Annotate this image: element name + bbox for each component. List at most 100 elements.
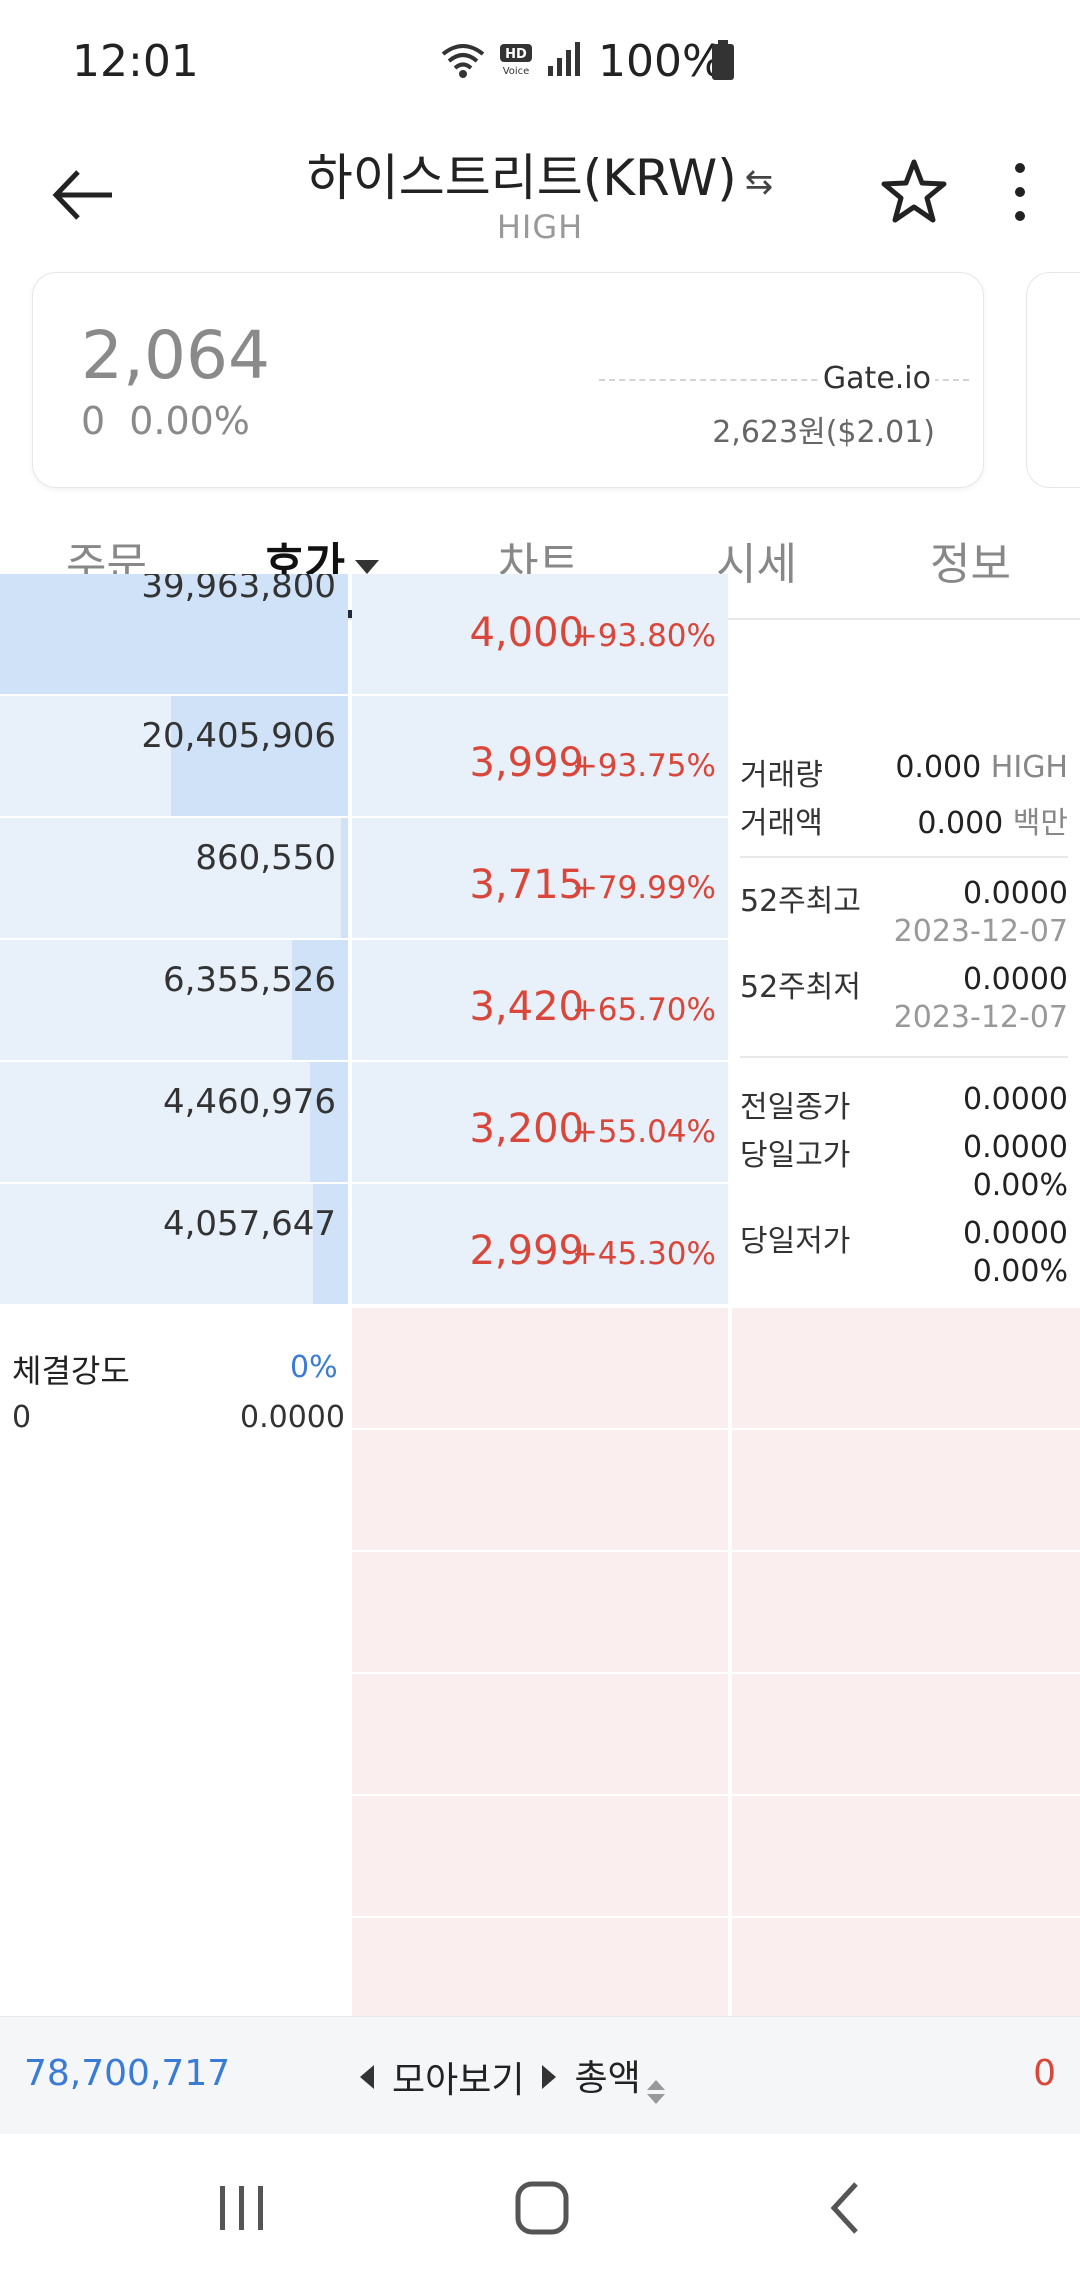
low52-date: 2023-12-07 xyxy=(893,1000,1068,1035)
ask-price: 3,420 xyxy=(469,984,584,1030)
volume-value: 0.000 HIGH xyxy=(895,750,1068,785)
low52-label: 52주최저 xyxy=(740,970,861,1005)
next-card-peek[interactable] xyxy=(1026,272,1080,488)
ask-price: 3,200 xyxy=(469,1106,584,1152)
dropdown-caret-icon xyxy=(354,560,379,574)
ref-price-line xyxy=(599,379,969,381)
ask-volume-bar xyxy=(310,1062,348,1182)
ask-quantity: 20,405,906 xyxy=(141,716,336,756)
ask-volume-bar xyxy=(0,574,348,694)
more-options-icon[interactable] xyxy=(1000,156,1040,228)
ask-row[interactable]: 6,355,526 3,420 +65.70% xyxy=(0,940,730,1062)
prev-close-label: 전일종가 xyxy=(740,1090,851,1125)
ask-row[interactable]: 4,460,976 3,200 +55.04% xyxy=(0,1062,730,1184)
orderbook-controls: 모아보기 총액 xyxy=(360,2049,665,2104)
ask-row[interactable]: 39,963,800 4,000 +93.80% xyxy=(0,574,730,696)
ask-price: 2,999 xyxy=(469,1228,584,1274)
status-bar: 12:01 HD Voice 100% xyxy=(0,0,1080,120)
trade-strength-percent: 0% xyxy=(290,1350,338,1385)
ask-quantity: 4,057,647 xyxy=(162,1204,336,1244)
battery-icon xyxy=(712,40,734,80)
bid-row[interactable] xyxy=(352,1796,1080,1916)
price-card[interactable]: 2,064 0 0.00% Gate.io 2,623원($2.01) xyxy=(32,272,984,488)
ask-price: 3,715 xyxy=(469,862,584,908)
current-price: 2,064 xyxy=(81,317,270,394)
bid-row[interactable] xyxy=(352,1674,1080,1794)
day-high-value: 0.0000 xyxy=(963,1130,1068,1165)
ask-row[interactable]: 4,057,647 2,999 +45.30% xyxy=(0,1184,730,1306)
swap-icon[interactable]: ⇆ xyxy=(744,161,774,202)
info-divider xyxy=(740,856,1068,858)
ref-exchange-name: Gate.io xyxy=(818,361,935,396)
page-title[interactable]: 하이스트리트(KRW) ⇆ xyxy=(0,138,1080,210)
system-nav-bar xyxy=(0,2134,1080,2280)
trade-strength-count: 0 xyxy=(12,1400,32,1435)
hd-voice-icon: HD Voice xyxy=(500,44,532,77)
ask-percent: +93.80% xyxy=(571,618,716,654)
status-time: 12:01 xyxy=(72,36,199,87)
ask-price: 4,000 xyxy=(469,610,584,656)
bid-row[interactable] xyxy=(352,1552,1080,1672)
recent-apps-icon[interactable] xyxy=(202,2178,282,2238)
trade-strength-value: 0.0000 xyxy=(240,1400,345,1435)
svg-text:Voice: Voice xyxy=(503,66,530,77)
wifi-icon xyxy=(441,44,485,78)
app-header: 하이스트리트(KRW) ⇆ HIGH xyxy=(0,120,1080,260)
ask-row[interactable]: 20,405,906 3,999 +93.75% xyxy=(0,696,730,818)
svg-text:HD: HD xyxy=(505,47,527,62)
ask-quantity: 6,355,526 xyxy=(162,960,336,1000)
day-high-label: 당일고가 xyxy=(740,1138,851,1173)
ref-exchange-price: 2,623원($2.01) xyxy=(712,415,935,450)
volume-unit: HIGH xyxy=(990,750,1068,785)
volume-label: 거래량 xyxy=(740,758,823,793)
bid-row[interactable] xyxy=(352,1430,1080,1550)
day-low-label: 당일저가 xyxy=(740,1224,851,1259)
change-amount: 0 xyxy=(81,399,106,443)
bid-total: 0 xyxy=(1033,2053,1056,2094)
ask-percent: +65.70% xyxy=(571,992,716,1028)
signal-icon xyxy=(548,42,580,76)
ask-volume-bar xyxy=(171,696,348,816)
star-icon[interactable] xyxy=(878,156,950,228)
day-high-pct: 0.00% xyxy=(972,1168,1068,1203)
ask-volume-bar xyxy=(292,940,348,1060)
ask-percent: +55.04% xyxy=(571,1114,716,1150)
group-prev-icon[interactable] xyxy=(360,2064,374,2089)
low52-value: 0.0000 xyxy=(963,962,1068,997)
sort-total-button[interactable]: 총액 xyxy=(574,2049,665,2104)
group-next-icon[interactable] xyxy=(542,2064,557,2089)
amount-unit: 백만 xyxy=(1012,806,1068,841)
sort-icon xyxy=(646,2080,665,2104)
amount-value: 0.000 백만 xyxy=(917,798,1068,842)
tab-info[interactable]: 정보 xyxy=(930,539,1011,590)
ask-quantity: 4,460,976 xyxy=(162,1082,336,1122)
back-nav-icon[interactable] xyxy=(806,2178,886,2238)
prev-close-value: 0.0000 xyxy=(963,1082,1068,1117)
back-arrow-icon[interactable] xyxy=(48,160,118,230)
high52-label: 52주최고 xyxy=(740,884,861,919)
trade-strength-label: 체결강도 xyxy=(12,1352,130,1390)
volume-number: 0.000 xyxy=(895,750,982,785)
amount-number: 0.000 xyxy=(917,806,1004,841)
group-view-label[interactable]: 모아보기 xyxy=(392,2059,525,2101)
ask-percent: +79.99% xyxy=(571,870,716,906)
ask-quantity: 860,550 xyxy=(195,838,336,878)
high52-value: 0.0000 xyxy=(963,876,1068,911)
orderbook-bottom-bar: 78,700,717 모아보기 총액 0 xyxy=(0,2016,1080,2135)
ask-volume-bar xyxy=(313,1184,348,1304)
status-icons: HD Voice xyxy=(440,30,582,90)
info-divider xyxy=(740,1056,1068,1058)
tab-market-price[interactable]: 시세 xyxy=(716,539,797,590)
ask-volume-bar xyxy=(341,818,348,938)
bid-row[interactable] xyxy=(352,1308,1080,1428)
ask-percent: +45.30% xyxy=(571,1236,716,1272)
high52-date: 2023-12-07 xyxy=(893,914,1068,949)
sort-total-label: 총액 xyxy=(574,2058,641,2099)
ask-row[interactable]: 860,550 3,715 +79.99% xyxy=(0,818,730,940)
ask-price: 3,999 xyxy=(469,740,584,786)
home-icon[interactable] xyxy=(502,2178,582,2238)
ask-total: 78,700,717 xyxy=(24,2053,231,2094)
coin-name: 하이스트리트(KRW) xyxy=(306,149,737,207)
day-low-pct: 0.00% xyxy=(972,1254,1068,1289)
ask-percent: +93.75% xyxy=(571,748,716,784)
